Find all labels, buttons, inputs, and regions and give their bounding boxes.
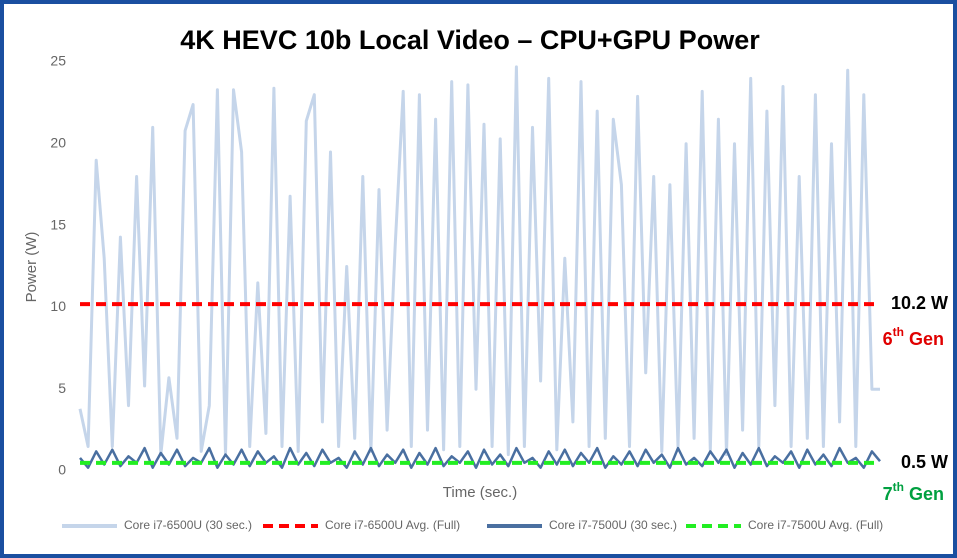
y-tick-label: 20 <box>50 135 66 151</box>
annotation: 10.2 W <box>891 293 948 313</box>
legend-label: Core i7-6500U Avg. (Full) <box>325 518 460 532</box>
annotation-part: th <box>893 325 904 339</box>
y-tick-label: 15 <box>50 216 66 232</box>
chart-title: 4K HEVC 10b Local Video – CPU+GPU Power <box>180 25 760 55</box>
y-tick-label: 0 <box>58 462 66 478</box>
x-axis-label: Time (sec.) <box>443 484 517 501</box>
annotation-part: 6 <box>883 329 893 349</box>
legend-label: Core i7-6500U (30 sec.) <box>124 518 252 532</box>
legend-label: Core i7-7500U Avg. (Full) <box>748 518 883 532</box>
annotation: 6th Gen <box>883 325 944 349</box>
annotation-part: 7 <box>883 484 893 504</box>
y-tick-label: 25 <box>50 53 66 69</box>
annotation-part: Gen <box>904 484 944 504</box>
series-line <box>78 65 880 457</box>
annotation: 7th Gen <box>883 480 944 504</box>
series-line <box>79 446 881 469</box>
y-tick-label: 5 <box>58 380 66 396</box>
annotation-part: Gen <box>904 329 944 349</box>
annotation-part: th <box>893 480 904 494</box>
y-axis-label: Power (W) <box>23 232 40 303</box>
annotation: 0.5 W <box>901 452 948 472</box>
legend-label: Core i7-7500U (30 sec.) <box>549 518 677 532</box>
y-tick-label: 10 <box>50 298 66 314</box>
